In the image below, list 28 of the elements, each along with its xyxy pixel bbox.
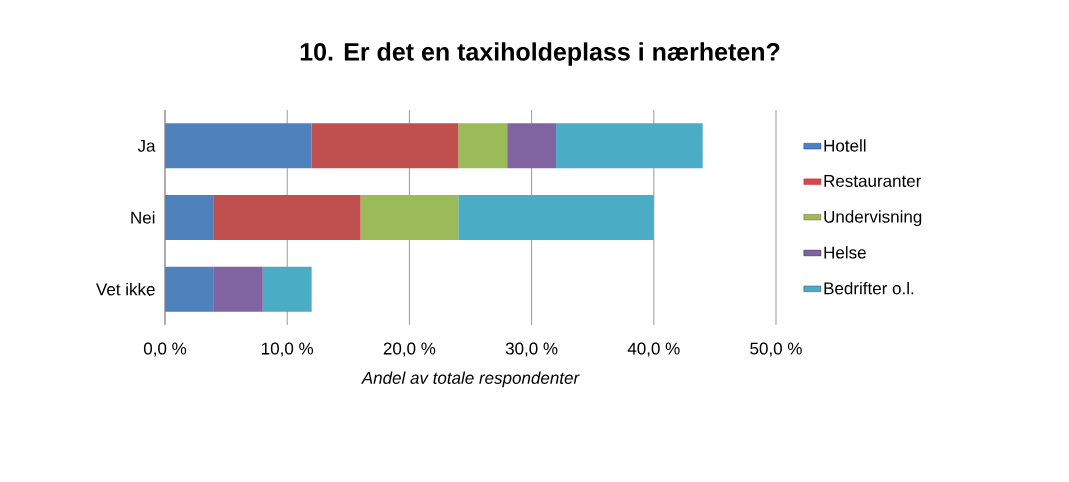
bar (165, 123, 312, 169)
legend-label: Hotell (824, 139, 866, 152)
x-tick-label: 30,0 % (505, 342, 558, 357)
legend-label: Helse (824, 246, 866, 259)
x-tick-label: 40,0 % (627, 342, 680, 357)
legend-label: Undervisning (824, 210, 922, 227)
x-tick-label: 20,0 % (383, 342, 436, 357)
bar (458, 123, 508, 169)
bar (507, 123, 557, 169)
bar (213, 195, 361, 240)
chart-title: 10. Er det en taxiholdeplass i nærheten? (300, 42, 780, 66)
bar (165, 195, 214, 240)
y-tick-label: Vet ikke (96, 282, 155, 296)
x-tick-label: 10,0 % (262, 342, 314, 357)
bar (556, 123, 703, 169)
bar (262, 266, 312, 312)
bar (213, 266, 263, 312)
y-tick-label: Ja (137, 139, 156, 152)
bar (458, 195, 654, 240)
bar (311, 123, 459, 169)
y-tick-label: Nei (131, 211, 155, 224)
legend-label: Restauranter (824, 175, 922, 187)
x-tick-label: 50,0 % (750, 342, 802, 357)
bar (360, 195, 459, 240)
x-axis-title: Andel av totale respondenter (360, 371, 580, 388)
legend-label: Bedrifter o.l. (824, 281, 914, 295)
x-tick-label: 0,0 % (143, 342, 187, 357)
bar (165, 266, 214, 312)
